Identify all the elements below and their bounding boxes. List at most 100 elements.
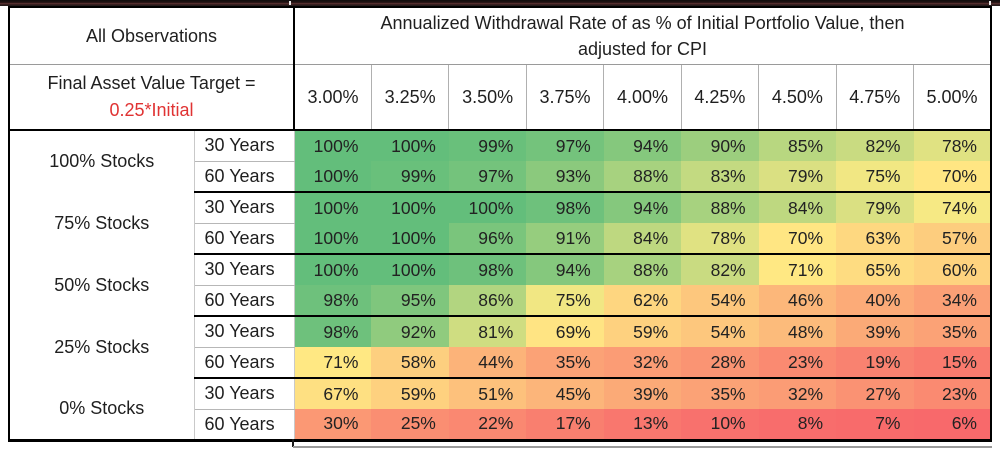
success-rate-cell[interactable]: 25% [371,409,449,441]
horizon-years-label[interactable]: 30 Years [194,378,295,410]
success-rate-cell[interactable]: 17% [526,409,604,441]
horizon-years-label[interactable]: 60 Years [194,409,295,441]
success-rate-cell[interactable]: 32% [603,347,682,379]
withdrawal-rate-column-header[interactable]: 4.00% [603,64,682,131]
withdrawal-rate-column-header[interactable]: 5.00% [913,64,991,131]
success-rate-cell[interactable]: 32% [758,378,837,409]
success-rate-cell[interactable]: 67% [294,378,372,409]
success-rate-cell[interactable]: 94% [526,254,604,285]
success-rate-cell[interactable]: 75% [836,161,914,193]
withdrawal-rate-column-header[interactable]: 3.75% [525,64,604,131]
success-rate-cell[interactable]: 81% [448,316,527,347]
success-rate-cell[interactable]: 57% [913,223,991,255]
withdrawal-rate-column-header[interactable]: 3.00% [292,64,372,131]
horizon-years-label[interactable]: 60 Years [194,347,295,379]
success-rate-cell[interactable]: 15% [913,347,991,379]
success-rate-cell[interactable]: 35% [526,347,604,379]
success-rate-cell[interactable]: 23% [758,347,837,379]
success-rate-cell[interactable]: 94% [603,192,682,223]
success-rate-cell[interactable]: 19% [836,347,914,379]
success-rate-cell[interactable]: 99% [371,161,449,193]
success-rate-cell[interactable]: 88% [603,254,682,285]
stock-allocation-label[interactable]: 25% Stocks [9,316,195,378]
horizon-years-label[interactable]: 60 Years [194,161,295,193]
success-rate-cell[interactable]: 60% [913,254,991,285]
success-rate-cell[interactable]: 96% [448,223,527,255]
success-rate-cell[interactable]: 82% [681,254,759,285]
stock-allocation-label[interactable]: 0% Stocks [9,378,195,440]
success-rate-cell[interactable]: 63% [836,223,914,255]
success-rate-cell[interactable]: 48% [758,316,837,347]
success-rate-cell[interactable]: 23% [913,378,991,409]
success-rate-cell[interactable]: 82% [836,130,914,161]
success-rate-cell[interactable]: 99% [448,130,527,161]
table-title-cell[interactable]: Annualized Withdrawal Rate of as % of In… [293,7,991,65]
success-rate-cell[interactable]: 54% [681,316,759,347]
success-rate-cell[interactable]: 100% [371,130,449,161]
success-rate-cell[interactable]: 58% [371,347,449,379]
stock-allocation-label[interactable]: 50% Stocks [9,254,195,316]
success-rate-cell[interactable]: 75% [526,285,604,317]
all-observations-cell[interactable]: All Observations [9,7,294,65]
success-rate-cell[interactable]: 79% [758,161,837,193]
withdrawal-rate-column-header[interactable]: 3.25% [370,64,449,131]
success-rate-cell[interactable]: 100% [294,192,372,223]
success-rate-cell[interactable]: 8% [758,409,837,441]
success-rate-cell[interactable]: 59% [603,316,682,347]
success-rate-cell[interactable]: 69% [526,316,604,347]
horizon-years-label[interactable]: 30 Years [194,192,295,224]
withdrawal-rate-column-header[interactable]: 3.50% [448,64,527,131]
success-rate-cell[interactable]: 100% [371,192,449,223]
success-rate-cell[interactable]: 83% [681,161,759,193]
success-rate-cell[interactable]: 74% [913,192,991,223]
success-rate-cell[interactable]: 98% [448,254,527,285]
success-rate-cell[interactable]: 94% [603,130,682,161]
horizon-years-label[interactable]: 60 Years [194,285,295,317]
success-rate-cell[interactable]: 84% [758,192,837,223]
success-rate-cell[interactable]: 91% [526,223,604,255]
success-rate-cell[interactable]: 78% [913,130,991,161]
withdrawal-rate-column-header[interactable]: 4.75% [835,64,914,131]
success-rate-cell[interactable]: 40% [836,285,914,317]
final-target-cell[interactable]: Final Asset Value Target = 0.25*Initial [9,64,295,131]
success-rate-cell[interactable]: 44% [448,347,527,379]
success-rate-cell[interactable]: 98% [294,285,372,317]
success-rate-cell[interactable]: 6% [913,409,991,441]
success-rate-cell[interactable]: 93% [526,161,604,193]
success-rate-cell[interactable]: 30% [294,409,372,441]
success-rate-cell[interactable]: 100% [371,223,449,255]
success-rate-cell[interactable]: 59% [371,378,449,409]
success-rate-cell[interactable]: 86% [448,285,527,317]
success-rate-cell[interactable]: 70% [913,161,991,193]
success-rate-cell[interactable]: 45% [526,378,604,409]
success-rate-cell[interactable]: 98% [526,192,604,223]
success-rate-cell[interactable]: 90% [681,130,759,161]
success-rate-cell[interactable]: 22% [448,409,527,441]
withdrawal-rate-column-header[interactable]: 4.50% [758,64,837,131]
success-rate-cell[interactable]: 13% [603,409,682,441]
success-rate-cell[interactable]: 35% [913,316,991,347]
success-rate-cell[interactable]: 70% [758,223,837,255]
success-rate-cell[interactable]: 78% [681,223,759,255]
success-rate-cell[interactable]: 71% [758,254,837,285]
success-rate-cell[interactable]: 27% [836,378,914,409]
success-rate-cell[interactable]: 39% [836,316,914,347]
success-rate-cell[interactable]: 100% [371,254,449,285]
stock-allocation-label[interactable]: 75% Stocks [9,192,195,254]
success-rate-cell[interactable]: 85% [758,130,837,161]
success-rate-cell[interactable]: 71% [294,347,372,379]
success-rate-cell[interactable]: 100% [294,161,372,193]
horizon-years-label[interactable]: 30 Years [194,316,295,348]
horizon-years-label[interactable]: 30 Years [194,130,295,162]
stock-allocation-label[interactable]: 100% Stocks [9,130,195,192]
success-rate-cell[interactable]: 28% [681,347,759,379]
success-rate-cell[interactable]: 100% [294,223,372,255]
success-rate-cell[interactable]: 95% [371,285,449,317]
success-rate-cell[interactable]: 34% [913,285,991,317]
success-rate-cell[interactable]: 88% [603,161,682,193]
success-rate-cell[interactable]: 54% [681,285,759,317]
success-rate-cell[interactable]: 97% [526,130,604,161]
success-rate-cell[interactable]: 88% [681,192,759,223]
withdrawal-rate-column-header[interactable]: 4.25% [680,64,759,131]
success-rate-cell[interactable]: 65% [836,254,914,285]
